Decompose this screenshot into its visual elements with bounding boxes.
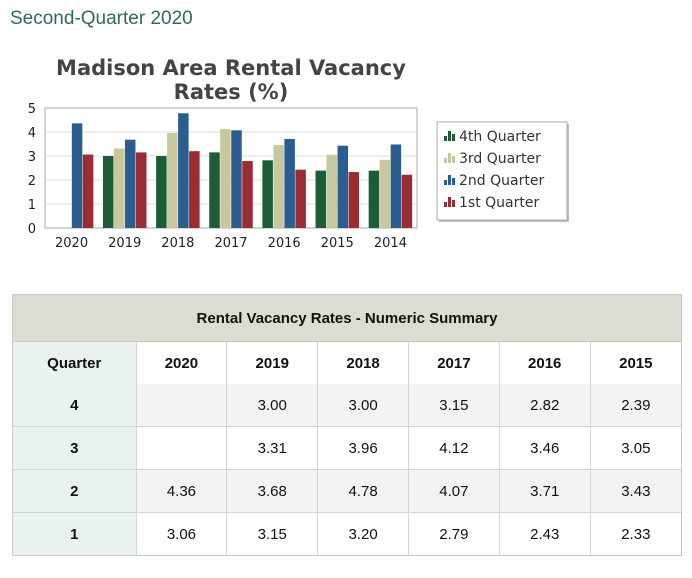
table-cell: 3.06 xyxy=(135,512,228,555)
bar xyxy=(379,159,391,228)
bar xyxy=(368,170,380,228)
table-cell: 4.07 xyxy=(407,469,500,513)
table-row: 1 3.06 3.15 3.20 2.79 2.43 2.33 xyxy=(13,512,681,555)
bar xyxy=(209,152,220,228)
y-tick-label: 1 xyxy=(28,198,36,213)
x-tick-label: 2015 xyxy=(321,236,354,251)
y-tick-label: 3 xyxy=(28,150,36,165)
bar xyxy=(71,123,83,228)
table-row: 3 3.31 3.96 4.12 3.46 3.05 xyxy=(13,426,681,470)
x-tick-label: 2018 xyxy=(161,236,194,251)
table-cell: 3.71 xyxy=(498,469,591,513)
bar xyxy=(390,144,402,228)
summary-table: Quarter 2020 2019 2018 2017 2016 2015 4 … xyxy=(13,342,681,555)
chart-title-line-2: Rates (%) xyxy=(174,80,289,104)
x-tick-label: 2014 xyxy=(374,236,407,251)
table-cell: 3.46 xyxy=(498,426,591,470)
table-cell: 3.96 xyxy=(317,426,409,470)
legend-label: 1st Quarter xyxy=(459,195,539,211)
bar xyxy=(401,174,413,228)
bar xyxy=(156,156,167,228)
legend-label: 2nd Quarter xyxy=(459,173,544,189)
bar xyxy=(262,160,273,228)
bar xyxy=(273,144,284,228)
legend-box xyxy=(436,121,568,221)
vacancy-bar-chart: Madison Area Rental Vacancy Rates (%) 0 1… xyxy=(28,56,569,251)
table-cell: 3.15 xyxy=(226,512,319,555)
bar xyxy=(231,130,242,228)
table-cell: 2.43 xyxy=(498,512,591,555)
y-tick-label: 0 xyxy=(28,222,36,237)
table-cell: 3.68 xyxy=(226,469,319,513)
legend-label: 3rd Quarter xyxy=(459,151,541,167)
bar xyxy=(220,129,231,228)
table-cell xyxy=(135,384,228,427)
quarter-row-label: 2 xyxy=(13,469,137,513)
table-cell: 2.39 xyxy=(589,384,681,427)
year-column-header: 2018 xyxy=(317,342,409,384)
legend-swatch-icon xyxy=(444,131,455,141)
table-cell: 3.00 xyxy=(226,384,319,427)
legend-label: 4th Quarter xyxy=(459,129,541,145)
table-cell: 3.43 xyxy=(589,469,681,513)
legend-swatch-icon xyxy=(444,197,455,207)
table-cell: 2.33 xyxy=(589,512,681,555)
table-row: 2 4.36 3.68 4.78 4.07 3.71 3.43 xyxy=(13,469,681,513)
bar xyxy=(337,145,349,228)
table-cell: 3.05 xyxy=(589,426,681,470)
numeric-summary-panel: Rental Vacancy Rates - Numeric Summary Q… xyxy=(12,294,682,556)
bar xyxy=(124,139,136,228)
bar xyxy=(167,132,178,228)
quarter-row-label: 4 xyxy=(13,384,137,427)
summary-caption: Rental Vacancy Rates - Numeric Summary xyxy=(13,295,681,342)
quarter-row-label: 1 xyxy=(13,512,137,555)
x-tick-label: 2017 xyxy=(214,236,247,251)
legend: 4th Quarter 3rd Quarter 2nd Quarter 1st Qua… xyxy=(436,121,569,222)
year-column-header: 2016 xyxy=(498,342,591,384)
summary-header-row: Quarter 2020 2019 2018 2017 2016 2015 xyxy=(13,342,681,384)
legend-swatch-icon xyxy=(444,153,455,163)
bar xyxy=(189,151,200,228)
table-cell: 4.36 xyxy=(135,469,228,513)
bar xyxy=(178,113,189,228)
bar xyxy=(348,172,360,228)
bar xyxy=(326,154,338,228)
page-heading: Second-Quarter 2020 xyxy=(10,8,193,29)
table-cell: 2.82 xyxy=(498,384,591,427)
y-tick-label: 4 xyxy=(28,126,36,141)
x-tick-label: 2019 xyxy=(108,236,141,251)
year-column-header: 2020 xyxy=(135,342,228,384)
bar xyxy=(135,152,147,228)
bar xyxy=(295,169,306,228)
bar xyxy=(82,154,94,228)
year-column-header: 2017 xyxy=(407,342,500,384)
plot-area xyxy=(44,107,418,229)
table-cell: 3.20 xyxy=(317,512,409,555)
axis-layer: 0 1 2 3 4 5 2020 2019 2018 2017 2016 2015 2014 xyxy=(28,102,407,251)
bar xyxy=(113,148,125,228)
quarter-row-label: 3 xyxy=(13,426,137,470)
bar xyxy=(315,170,327,228)
year-column-header: 2019 xyxy=(226,342,319,384)
table-cell: 3.31 xyxy=(226,426,319,470)
bar xyxy=(102,156,114,228)
x-tick-label: 2020 xyxy=(55,236,88,251)
y-tick-label: 5 xyxy=(28,102,36,117)
year-column-header: 2015 xyxy=(589,342,681,384)
x-tick-label: 2016 xyxy=(268,236,301,251)
bar xyxy=(284,138,295,228)
legend-swatch-icon xyxy=(444,175,455,185)
table-cell xyxy=(135,426,228,470)
chart-title-line-1: Madison Area Rental Vacancy xyxy=(56,56,406,80)
bar-layer xyxy=(71,113,413,228)
table-cell: 2.79 xyxy=(407,512,500,555)
y-tick-label: 2 xyxy=(28,174,36,189)
table-cell: 3.15 xyxy=(407,384,500,427)
bar xyxy=(242,161,253,228)
quarter-column-header: Quarter xyxy=(13,342,137,384)
table-cell: 3.00 xyxy=(317,384,409,427)
table-cell: 4.12 xyxy=(407,426,500,470)
table-cell: 4.78 xyxy=(317,469,409,513)
table-row: 4 3.00 3.00 3.15 2.82 2.39 xyxy=(13,384,681,427)
